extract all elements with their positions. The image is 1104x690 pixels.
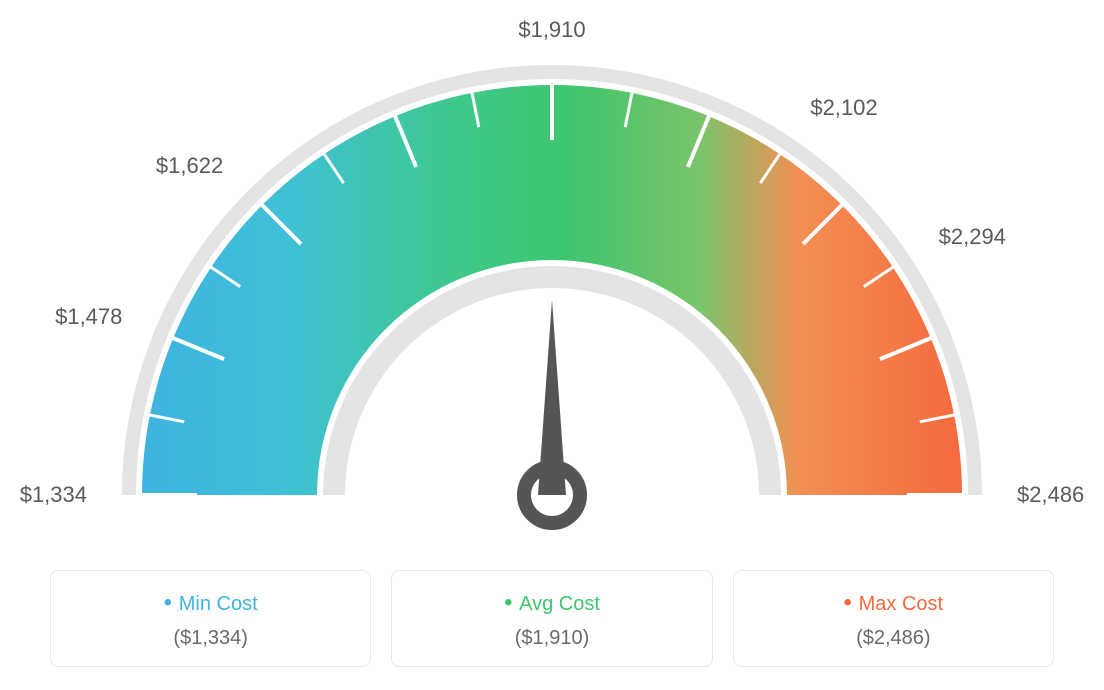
tick-label: $1,622 [156,153,223,179]
tick-labels-layer: $1,334$1,478$1,622$1,910$2,102$2,294$2,4… [40,20,1064,560]
tick-label: $2,486 [1017,482,1084,508]
legend-card-avg: Avg Cost ($1,910) [391,570,712,667]
legend-avg-value: ($1,910) [402,627,701,650]
chart-container: $1,334 $1,478 $1,622 $1,910 $2,102 $2,294 $2,4… [0,0,1104,690]
legend-card-max: Max Cost ($2,486) [733,570,1054,667]
gauge-area: $1,334$1,478$1,622$1,910$2,102$2,294$2,4… [40,20,1064,560]
tick-label: $2,102 [810,95,877,121]
legend-card-min: Min Cost ($1,334) [50,570,371,667]
legend-max-value: ($2,486) [744,627,1043,650]
legend-min-title: Min Cost [61,589,360,617]
legend-max-title: Max Cost [744,589,1043,617]
tick-label: $1,334 [20,482,87,508]
legend-min-value: ($1,334) [61,627,360,650]
legend-row: Min Cost ($1,334) Avg Cost ($1,910) Max … [40,570,1064,667]
tick-label: $1,910 [518,17,585,43]
tick-label: $1,478 [55,304,122,330]
tick-label: $2,294 [939,224,1006,250]
legend-avg-title: Avg Cost [402,589,701,617]
